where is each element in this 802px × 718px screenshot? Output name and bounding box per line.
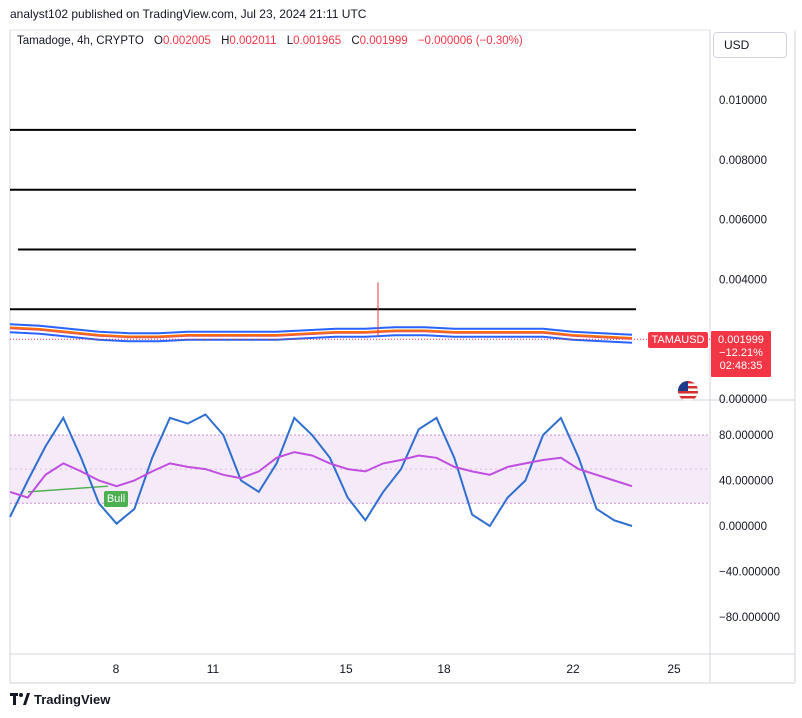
last-price-tag: 0.001999 −12.21% 02:48:35	[711, 331, 771, 377]
x-tick: 25	[667, 662, 681, 676]
publisher-line: analyst102 published on TradingView.com,…	[10, 7, 367, 21]
oscillator-y-tick: −40.000000	[719, 567, 780, 579]
x-axis: 8 11 15 18 22 25	[113, 662, 681, 676]
oscillator-y-tick: 0.000000	[719, 521, 767, 533]
bull-divergence-line	[27, 485, 109, 493]
legend-l-value: 0.001965	[293, 35, 342, 47]
price-y-tick: 0.004000	[719, 274, 767, 286]
legend-h-value: 0.002011	[229, 35, 277, 47]
oscillator-y-tick: 40.000000	[719, 476, 773, 488]
rsi-line	[9, 451, 633, 499]
legend-h-label: H	[221, 35, 230, 47]
price-y-tick: 0.008000	[719, 155, 767, 167]
last-price: 0.001999	[718, 334, 764, 346]
legend-o-label: O	[153, 35, 163, 47]
grid	[9, 29, 796, 684]
legend-change: −0.000006 (−0.30%)	[417, 35, 523, 47]
legend-l-label: L	[286, 35, 294, 47]
legend-c-label: C	[351, 35, 360, 47]
price-pane	[9, 128, 710, 344]
price-y-tick: 0.006000	[719, 215, 767, 227]
x-tick: 18	[437, 662, 451, 676]
ohlc-legend: Tamadoge, 4h, CRYPTO O0.002005 H0.002011…	[17, 35, 523, 47]
oscillator-y-tick: −80.000000	[719, 612, 780, 624]
stochastic-line	[9, 413, 633, 528]
currency-button[interactable]: USD	[713, 32, 787, 58]
bull-signal-label: Bull	[104, 491, 128, 507]
symbol-price-tag: TAMAUSD	[648, 332, 708, 348]
price-change-pct: −12.21%	[719, 347, 763, 359]
price-line	[9, 328, 633, 340]
x-tick: 22	[566, 662, 580, 676]
upper-band-line	[9, 323, 633, 336]
legend-c-value: 0.001999	[359, 35, 408, 47]
legend-symbol: Tamadoge, 4h, CRYPTO	[17, 35, 144, 47]
brand-name: TradingView	[34, 692, 111, 707]
price-y-tick: 0.010000	[719, 95, 767, 107]
oscillator-y-tick: 80.000000	[719, 430, 773, 442]
y-axis: 0.010000 0.008000 0.006000 0.004000 0.000000…	[719, 95, 780, 624]
bar-countdown: 02:48:35	[719, 360, 763, 372]
x-tick: 8	[113, 662, 120, 676]
tradingview-logo: TradingView	[10, 692, 110, 707]
x-tick: 15	[339, 662, 353, 676]
moving-average-line	[9, 326, 633, 339]
price-y-tick: 0.000000	[719, 394, 767, 406]
lower-band-line	[9, 331, 633, 344]
x-tick: 11	[207, 662, 220, 676]
tradingview-logo-icon	[10, 693, 30, 705]
us-flag-icon	[678, 381, 698, 401]
legend-o-value: 0.002005	[162, 35, 211, 47]
oscillator-pane	[9, 413, 710, 528]
